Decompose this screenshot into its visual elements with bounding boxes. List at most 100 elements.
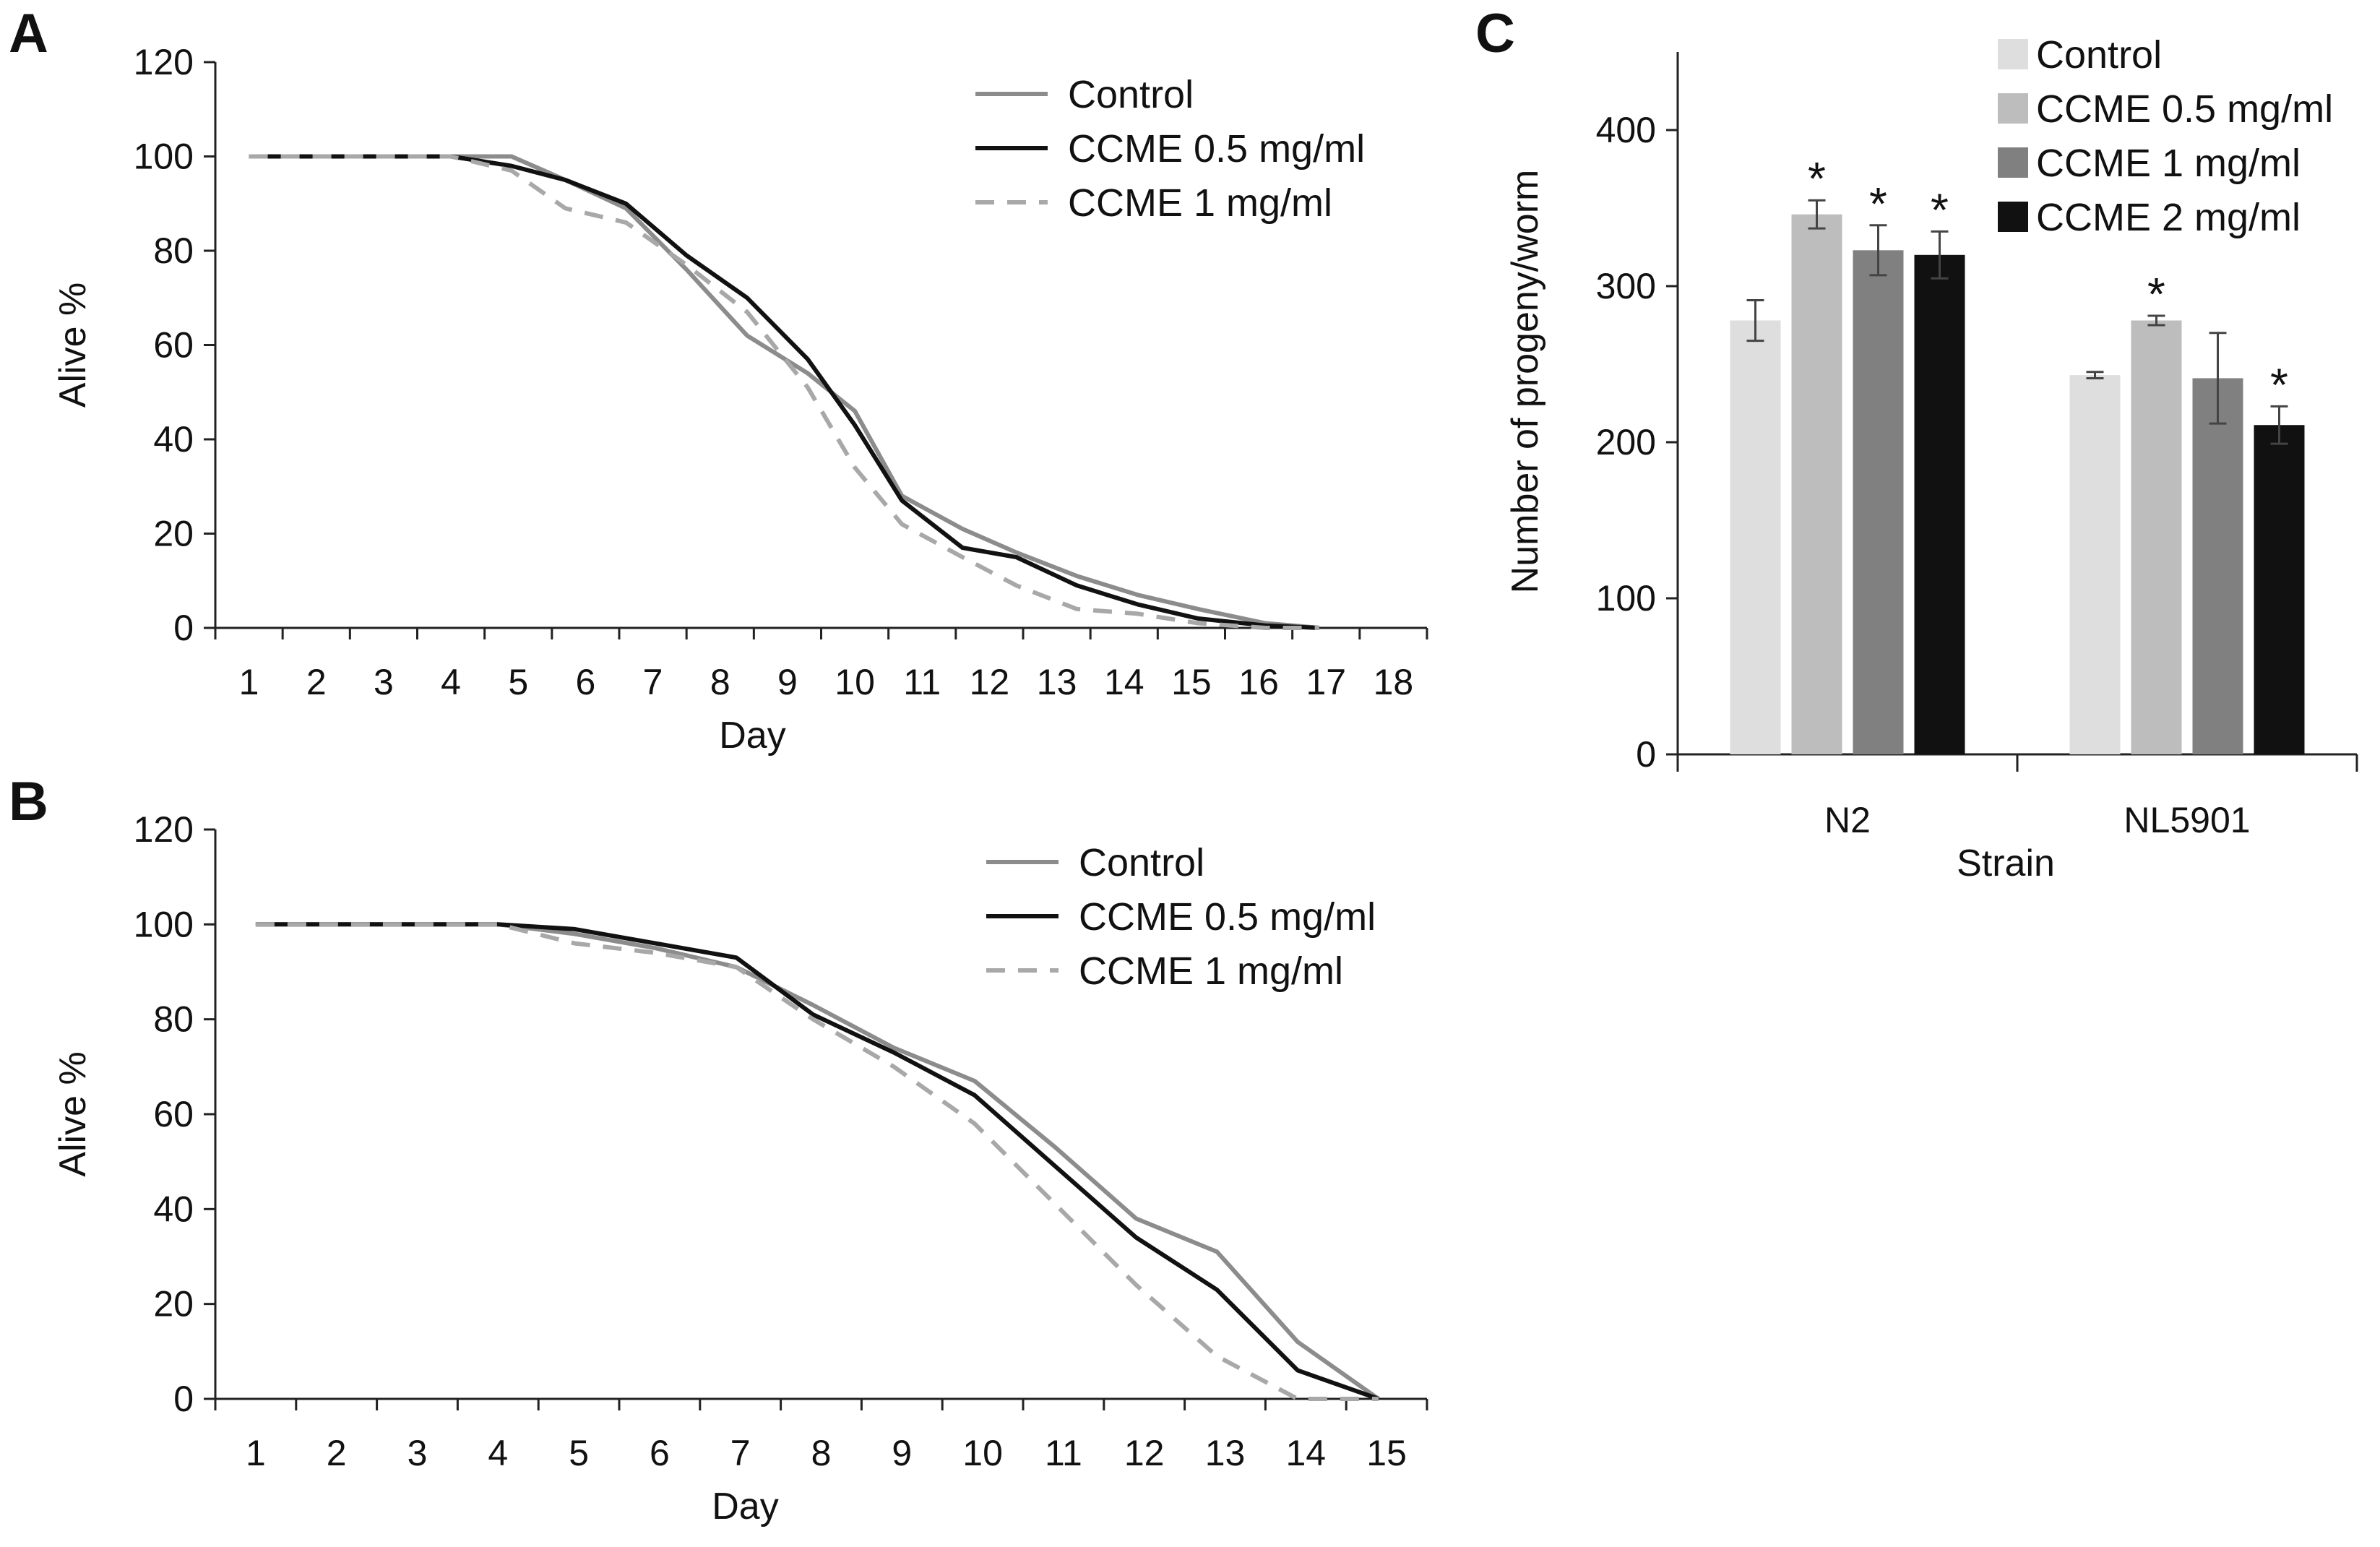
x-tick-label: 11	[903, 662, 941, 702]
x-axis-title: Day	[719, 715, 785, 757]
significance-marker: *	[1808, 152, 1826, 204]
y-tick-label: 100	[134, 137, 194, 177]
y-tick-label: 200	[1596, 422, 1656, 462]
x-tick-label: 17	[1306, 662, 1346, 702]
x-tick-label: 5	[508, 662, 528, 702]
legend-label: CCME 0.5 mg/ml	[2036, 87, 2333, 131]
series-line-ccme-0-5-mg-ml	[249, 154, 1320, 630]
y-tick-label: 120	[134, 809, 194, 850]
bar	[1914, 254, 1965, 754]
significance-marker: *	[2147, 268, 2165, 320]
x-tick-label: 15	[1366, 1433, 1407, 1473]
legend-label: CCME 0.5 mg/ml	[1079, 895, 1376, 939]
legend-label: Control	[1068, 73, 1194, 116]
y-tick-label: 20	[153, 514, 194, 554]
x-tick-label: 9	[892, 1433, 912, 1473]
x-tick-label: 16	[1238, 662, 1279, 702]
series-line-ccme-0-5-mg-ml	[255, 922, 1379, 1401]
y-tick-label: 60	[153, 325, 194, 366]
significance-marker: *	[1931, 184, 1949, 236]
x-tick-label: 2	[306, 662, 327, 702]
y-tick-label: 40	[153, 1189, 194, 1229]
legend-label: Control	[2036, 33, 2162, 77]
bar	[2131, 320, 2182, 754]
x-tick-label: 3	[374, 662, 394, 702]
x-tick-label: 15	[1171, 662, 1212, 702]
y-tick-label: 80	[153, 230, 194, 271]
x-tick-label: 1	[239, 662, 259, 702]
bar	[1791, 214, 1842, 754]
y-axis-title: Number of progeny/worm	[1504, 170, 1546, 594]
panel-letter: A	[9, 3, 48, 64]
y-axis-title: Alive %	[52, 1051, 94, 1176]
series-line-ccme-1-mg-ml	[255, 922, 1379, 1401]
x-tick-label: 4	[441, 662, 461, 702]
y-tick-label: 40	[153, 419, 194, 460]
x-tick-label: 7	[643, 662, 663, 702]
x-tick-label: NL5901	[2124, 800, 2250, 840]
y-tick-label: 0	[173, 608, 194, 648]
x-axis-title: Strain	[1957, 843, 2055, 884]
y-tick-label: 100	[1596, 578, 1656, 619]
x-tick-label: 12	[1124, 1433, 1165, 1473]
x-tick-label: 13	[1037, 662, 1077, 702]
y-tick-label: 300	[1596, 266, 1656, 306]
significance-marker: *	[2270, 358, 2288, 410]
panel-c-progeny-bar-chart: C 0 100 200 300 400 N2 * * * NL5901 * * Strain Number …	[1475, 3, 2358, 884]
legend-swatch	[1998, 202, 2028, 232]
series-line-control	[255, 922, 1380, 1401]
bar	[1853, 250, 1904, 754]
x-tick-label: 11	[1045, 1433, 1082, 1473]
x-tick-label: 6	[650, 1433, 670, 1473]
legend-label: CCME 0.5 mg/ml	[1068, 127, 1365, 171]
y-axis-title: Alive %	[52, 283, 94, 408]
x-tick-label: 12	[970, 662, 1010, 702]
y-tick-label: 0	[1636, 734, 1656, 775]
x-tick-label: N2	[1824, 800, 1871, 840]
x-tick-label: 7	[730, 1433, 751, 1473]
y-tick-label: 400	[1596, 110, 1656, 150]
x-tick-label: 4	[488, 1433, 508, 1473]
legend-label: CCME 1 mg/ml	[2036, 142, 2301, 185]
series-line-control	[249, 154, 1320, 630]
legend-swatch	[1998, 93, 2028, 124]
x-tick-label: 3	[408, 1433, 428, 1473]
x-tick-label: 13	[1205, 1433, 1246, 1473]
legend-label: CCME 2 mg/ml	[2036, 196, 2301, 239]
legend-swatch	[1998, 147, 2028, 178]
x-tick-label: 2	[327, 1433, 347, 1473]
x-tick-label: 10	[962, 1433, 1003, 1473]
bar	[1730, 320, 1781, 754]
legend-swatch	[1998, 39, 2028, 69]
y-tick-label: 100	[134, 904, 194, 944]
significance-marker: *	[1869, 178, 1887, 230]
y-tick-label: 120	[134, 42, 194, 82]
x-tick-label: 14	[1104, 662, 1144, 702]
panel-letter: C	[1475, 3, 1515, 64]
series-line-ccme-1-mg-ml	[249, 154, 1319, 630]
y-tick-label: 80	[153, 999, 194, 1040]
x-tick-label: 8	[811, 1433, 832, 1473]
x-tick-label: 1	[246, 1433, 266, 1473]
x-tick-label: 8	[710, 662, 730, 702]
bar	[2254, 425, 2305, 754]
y-tick-label: 20	[153, 1284, 194, 1324]
x-tick-label: 9	[777, 662, 798, 702]
legend-label: CCME 1 mg/ml	[1079, 949, 1343, 993]
x-tick-label: 6	[576, 662, 596, 702]
x-axis-title: Day	[712, 1486, 778, 1527]
bar	[2192, 378, 2243, 754]
x-tick-label: 14	[1285, 1433, 1326, 1473]
y-tick-label: 60	[153, 1094, 194, 1134]
legend-label: CCME 1 mg/ml	[1068, 181, 1332, 225]
legend-label: Control	[1079, 841, 1204, 884]
x-tick-label: 5	[569, 1433, 589, 1473]
panel-letter: B	[9, 771, 48, 832]
y-tick-label: 0	[173, 1379, 194, 1419]
x-tick-label: 10	[835, 662, 875, 702]
x-tick-label: 18	[1374, 662, 1414, 702]
bar	[2069, 375, 2121, 754]
